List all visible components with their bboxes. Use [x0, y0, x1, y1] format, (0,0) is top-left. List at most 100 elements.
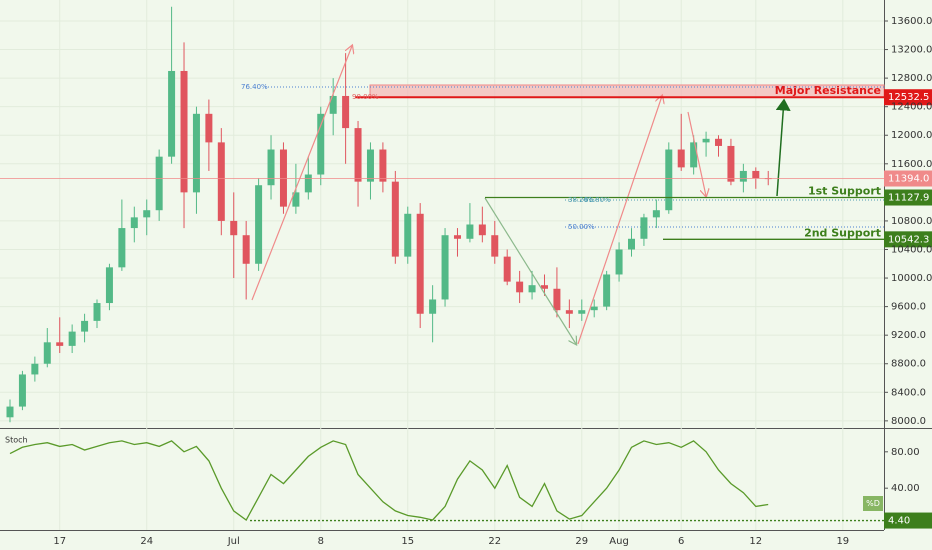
arrow — [251, 46, 352, 301]
candle-body — [242, 235, 250, 264]
y-tick-label: 12800.0 — [891, 73, 932, 84]
candle-body — [727, 145, 735, 182]
y-tick-label: 13600.0 — [891, 16, 932, 27]
candle-body — [416, 213, 424, 314]
price-badge — [884, 189, 932, 206]
fib-label: 90.00% — [352, 93, 379, 101]
x-tick-label: 19 — [836, 536, 849, 547]
candle-body — [628, 238, 635, 250]
candle-body — [404, 213, 412, 257]
candle-body — [565, 310, 573, 314]
candle-body — [453, 235, 461, 239]
overlay: 11394.0 Major Resistance 12532.5 1st Suppor… — [0, 83, 932, 248]
arrow — [687, 111, 706, 196]
fib-label: 61.80% — [584, 196, 611, 204]
candle-body — [590, 306, 598, 311]
y-tick-label: 8400.0 — [891, 387, 926, 398]
legend-badge — [863, 496, 883, 511]
y-tick-label: 13200.0 — [891, 45, 932, 56]
candle-body — [217, 142, 225, 221]
indicator-title: Stoch — [5, 436, 28, 445]
candle-body — [665, 149, 673, 211]
price-badge — [884, 231, 932, 248]
candle-body — [603, 274, 611, 307]
candle-body — [429, 299, 437, 314]
fib-label: 76.40% — [241, 83, 268, 91]
price-badge — [884, 170, 932, 187]
candle-body — [267, 149, 275, 186]
y-tick-label: 10400.0 — [891, 244, 932, 255]
candle-body — [118, 228, 126, 268]
x-tick-label: 17 — [53, 536, 66, 547]
candle-body — [56, 342, 64, 346]
price-badge — [884, 89, 932, 106]
candle-body — [739, 170, 747, 182]
y-tick-label: 9200.0 — [891, 330, 926, 341]
y-tick-label: 9600.0 — [891, 302, 926, 313]
candle-body — [578, 310, 586, 314]
candle-body — [391, 181, 399, 257]
candle-body — [304, 174, 312, 193]
candle-body — [155, 156, 163, 211]
arrow — [775, 98, 791, 197]
y-tick-label: 11600.0 — [891, 159, 932, 170]
fib-label: 50.00% — [568, 223, 595, 231]
y-tick-label: 8800.0 — [891, 359, 926, 370]
price-badge-label: 11394.0 — [888, 174, 929, 185]
price-badge-label: 10542.3 — [888, 234, 929, 245]
candle-body — [31, 363, 39, 375]
candle-body — [553, 288, 561, 311]
y-tick-label: 12400.0 — [891, 102, 932, 113]
fib-label: 38.20% — [568, 196, 595, 204]
x-tick-label: 24 — [140, 536, 153, 547]
level-label: 2nd Support — [804, 226, 881, 239]
candle-body — [491, 235, 499, 257]
y2-tick-label: 80.00 — [891, 447, 920, 458]
level-label: 1st Support — [808, 185, 881, 198]
candle-body — [68, 331, 76, 346]
price-badge-label: 12532.5 — [888, 92, 929, 103]
candle-body — [93, 303, 101, 321]
candle-body — [540, 285, 548, 289]
arrow — [484, 197, 576, 344]
candle-body — [752, 170, 760, 179]
candle-body — [18, 374, 26, 407]
candles — [6, 6, 772, 423]
candle-body — [690, 142, 698, 168]
candle-body — [192, 113, 200, 193]
candle-body — [478, 224, 486, 236]
x-tick-label: 29 — [575, 536, 588, 547]
price-badge — [884, 512, 932, 529]
candle-body — [342, 95, 350, 129]
candle-body — [105, 267, 113, 304]
candle-body — [6, 406, 14, 418]
candle-body — [279, 149, 287, 207]
candle-body — [329, 95, 337, 114]
y-tick-label: 12000.0 — [891, 130, 932, 141]
arrow — [577, 96, 662, 345]
x-tick-label: Aug — [609, 536, 629, 547]
candle-body — [640, 217, 648, 239]
candle-body — [379, 149, 387, 182]
legend-label: %D — [866, 499, 880, 508]
candle-body — [317, 113, 325, 175]
x-tick-label: 6 — [678, 536, 684, 547]
y-tick-label: 10000.0 — [891, 273, 932, 284]
candle-body — [503, 256, 511, 282]
x-tick-label: 22 — [488, 536, 501, 547]
candle-body — [354, 128, 362, 182]
candle-body — [466, 224, 474, 239]
x-tick-label: 8 — [318, 536, 324, 547]
x-tick-label: 12 — [749, 536, 762, 547]
y-tick-label: 8000.0 — [891, 416, 926, 427]
stoch-line — [9, 440, 769, 521]
candle-body — [255, 185, 263, 264]
level-label: Major Resistance — [775, 84, 881, 97]
candle-body — [516, 281, 524, 293]
candle-body — [43, 342, 51, 364]
candle-body — [180, 70, 188, 193]
candle-body — [715, 138, 723, 146]
price-badge-label: 11127.9 — [888, 193, 929, 204]
x-tick-label: Jul — [227, 536, 240, 547]
